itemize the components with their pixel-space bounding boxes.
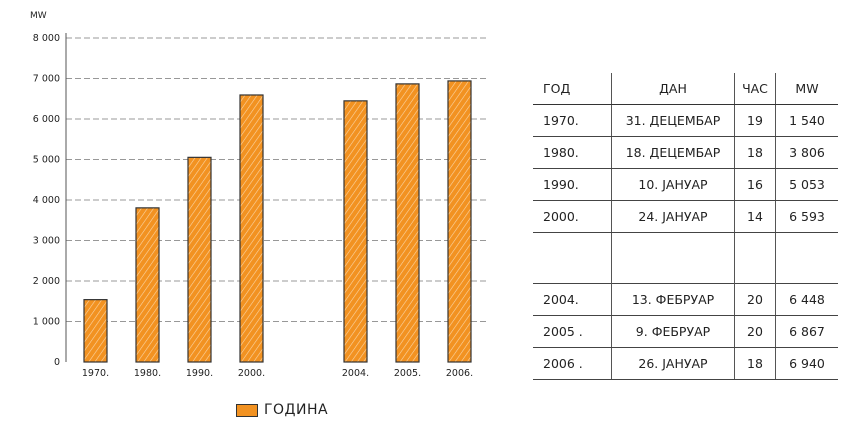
legend: ГОДИНА [236, 402, 328, 418]
cell-day: 31. ДЕЦЕМБАР [611, 104, 735, 137]
cell-day: 18. ДЕЦЕМБАР [611, 136, 735, 169]
cell-mw: 3 806 [775, 136, 838, 169]
table-row: 2006 . 26. ЈАНУАР 18 6 940 [533, 347, 838, 380]
bar [187, 156, 212, 363]
table-row: 1980. 18. ДЕЦЕМБАР 18 3 806 [533, 136, 838, 169]
x-tick-label: 1970. [82, 368, 109, 379]
table-row: 2004. 13. ФЕБРУАР 20 6 448 [533, 283, 838, 316]
x-tick-label: 1980. [134, 368, 161, 379]
cell-hour: 20 [734, 283, 776, 316]
y-tick-label: 7 000 [33, 74, 60, 85]
y-tick-label: 6 000 [33, 114, 60, 125]
bars [83, 80, 472, 363]
y-tick-label: 2 000 [33, 276, 60, 287]
table-row: 2000. 24. ЈАНУАР 14 6 593 [533, 200, 838, 233]
cell-mw: 1 540 [775, 104, 838, 137]
y-tick-label: 5 000 [33, 155, 60, 166]
header-mw: MW [775, 73, 838, 105]
cell-year: 1970. [533, 104, 612, 137]
header-year: ГОД [533, 73, 612, 105]
y-tick-labels: 0 1 000 2 000 3 000 4 000 5 000 6 000 7 000 8 00… [33, 33, 60, 368]
x-tick-label: 1990. [186, 368, 213, 379]
cell-year: 2006 . [533, 347, 612, 380]
legend-label: ГОДИНА [264, 402, 329, 418]
cell-hour: 14 [734, 200, 776, 233]
cell-hour: 18 [734, 136, 776, 169]
cell-mw: 5 053 [775, 168, 838, 201]
bar [395, 83, 420, 363]
x-tick-labels: 1970. 1980. 1990. 2000. 2004. 2005. 2006. [82, 368, 473, 379]
cell-day: 26. ЈАНУАР [611, 347, 735, 380]
cell-year: 2004. [533, 283, 612, 316]
table-row: 1990. 10. ЈАНУАР 16 5 053 [533, 168, 838, 201]
cell-day: 9. ФЕБРУАР [611, 315, 735, 348]
table-row: 1970. 31. ДЕЦЕМБАР 19 1 540 [533, 104, 838, 137]
y-tick-label: 8 000 [33, 33, 60, 44]
x-tick-label: 2004. [342, 368, 369, 379]
gridlines [66, 37, 486, 322]
bar [135, 207, 160, 363]
legend-swatch [236, 403, 258, 417]
y-tick-label: 4 000 [33, 195, 60, 206]
table-gap-row [533, 232, 838, 284]
bar [447, 80, 472, 363]
cell-year: 1990. [533, 168, 612, 201]
cell-hour: 16 [734, 168, 776, 201]
cell-day: 13. ФЕБРУАР [611, 283, 735, 316]
header-day: ДАН [611, 73, 735, 105]
cell-hour: 18 [734, 347, 776, 380]
table-header-row: ГОД ДАН ЧАС MW [533, 73, 838, 105]
table-row: 2005 . 9. ФЕБРУАР 20 6 867 [533, 315, 838, 348]
cell-day: 10. ЈАНУАР [611, 168, 735, 201]
x-tick-label: 2006. [446, 368, 473, 379]
bar [239, 94, 264, 363]
x-tick-label: 2000. [238, 368, 265, 379]
cell-year: 1980. [533, 136, 612, 169]
cell-hour: 20 [734, 315, 776, 348]
y-axis-label: MW [30, 11, 47, 21]
cell-mw: 6 940 [775, 347, 838, 380]
y-tick-label: 3 000 [33, 236, 60, 247]
bar [83, 299, 108, 363]
cell-day: 24. ЈАНУАР [611, 200, 735, 233]
x-tick-label: 2005. [394, 368, 421, 379]
peak-load-table: ГОД ДАН ЧАС MW 1970. 31. ДЕЦЕМБАР 19 1 5… [533, 73, 838, 380]
cell-mw: 6 448 [775, 283, 838, 316]
cell-mw: 6 593 [775, 200, 838, 233]
cell-mw: 6 867 [775, 315, 838, 348]
bar [343, 100, 368, 363]
cell-year: 2000. [533, 200, 612, 233]
header-hour: ЧАС [734, 73, 776, 105]
cell-hour: 19 [734, 104, 776, 137]
cell-year: 2005 . [533, 315, 612, 348]
y-tick-label: 1 000 [33, 317, 60, 328]
y-tick-label: 0 [54, 357, 60, 368]
